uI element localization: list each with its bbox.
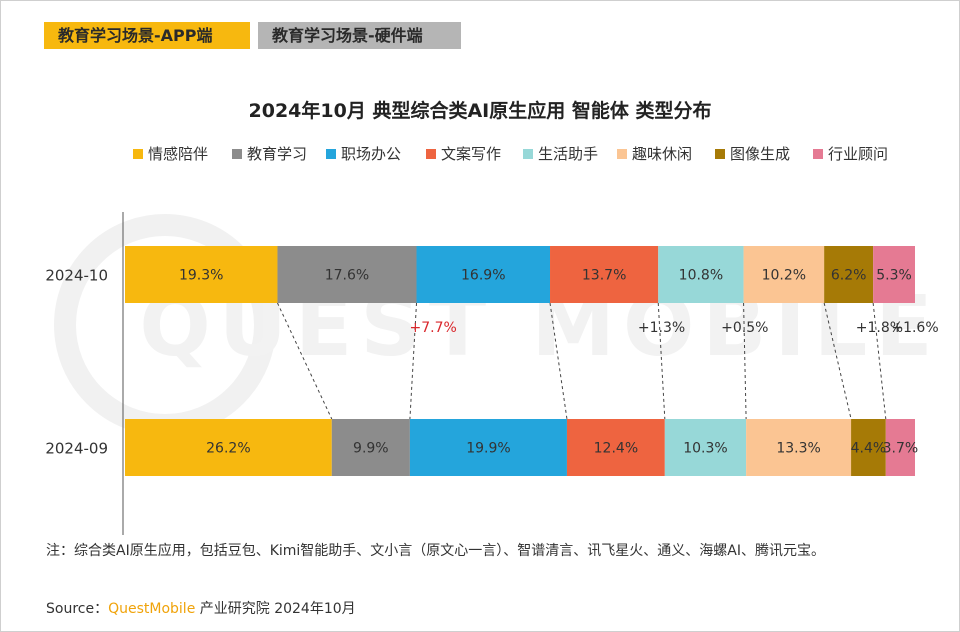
change-label-2: +7.7% bbox=[410, 320, 457, 336]
bar-2024-10-2 bbox=[277, 246, 417, 303]
chart-title: 2024年10月 典型综合类AI原生应用 智能体 类型分布 bbox=[248, 100, 712, 122]
category-label-2024-10: 2024-10 bbox=[45, 267, 108, 285]
legend-label-2: 教育学习 bbox=[247, 145, 308, 163]
chart-note: 注：综合类AI原生应用，包括豆包、Kimi智能助手、文小言（原文心一言）、智谱清… bbox=[46, 543, 826, 559]
connector-line-3 bbox=[549, 302, 568, 420]
connector-line-5 bbox=[743, 302, 747, 420]
bar-2024-09-4 bbox=[566, 419, 665, 476]
legend-label-1: 情感陪伴 bbox=[148, 145, 209, 163]
bar-label-2024-09-2: 9.9% bbox=[353, 441, 389, 457]
legend-label-6: 趣味休闲 bbox=[632, 145, 693, 163]
connector-line-4 bbox=[657, 302, 666, 420]
legend-label-4: 文案写作 bbox=[441, 145, 502, 163]
legend-item-8: 行业顾问 bbox=[813, 144, 888, 164]
bar-2024-09-6 bbox=[746, 419, 852, 476]
connector-line-2 bbox=[409, 302, 418, 420]
source-brand: QuestMobile bbox=[108, 601, 196, 617]
change-label-7: +1.8% bbox=[856, 320, 903, 336]
bar-2024-10-8 bbox=[873, 246, 915, 303]
legend-item-4: 文案写作 bbox=[426, 144, 501, 164]
bar-label-2024-09-7: 4.4% bbox=[851, 441, 887, 457]
chart-legend: 情感陪伴 教育学习 职场办公 文案写作 生活助手 趣味休闲 图像生成 行业顾问 bbox=[0, 144, 960, 166]
change-label-5: +0.5% bbox=[721, 320, 768, 336]
bar-label-2024-10-4: 13.7% bbox=[582, 268, 626, 284]
legend-swatch-5 bbox=[523, 149, 533, 159]
legend-swatch-4 bbox=[426, 149, 436, 159]
tab-education-hardware[interactable]: 教育学习场景-硬件端 bbox=[258, 22, 461, 49]
change-label-4: +1.3% bbox=[638, 320, 685, 336]
legend-item-5: 生活助手 bbox=[523, 144, 598, 164]
legend-item-1: 情感陪伴 bbox=[133, 144, 208, 164]
bar-2024-10-6 bbox=[743, 246, 825, 303]
legend-label-8: 行业顾问 bbox=[828, 145, 889, 163]
bar-label-2024-10-6: 10.2% bbox=[762, 268, 806, 284]
bar-label-2024-09-3: 19.9% bbox=[466, 441, 510, 457]
bar-2024-09-7 bbox=[851, 419, 886, 476]
legend-swatch-8 bbox=[813, 149, 823, 159]
bar-label-2024-10-8: 5.3% bbox=[876, 268, 912, 284]
legend-swatch-1 bbox=[133, 149, 143, 159]
source-prefix: Source： bbox=[46, 601, 109, 617]
bar-label-2024-09-5: 10.3% bbox=[683, 441, 727, 457]
legend-item-6: 趣味休闲 bbox=[617, 144, 692, 164]
tab-education-app[interactable]: 教育学习场景-APP端 bbox=[44, 22, 250, 49]
bar-2024-09-1 bbox=[125, 419, 332, 476]
bar-2024-09-3 bbox=[409, 419, 567, 476]
bar-2024-09-2 bbox=[331, 419, 410, 476]
bar-label-2024-09-1: 26.2% bbox=[206, 441, 250, 457]
legend-item-2: 教育学习 bbox=[232, 144, 307, 164]
bar-label-2024-09-4: 12.4% bbox=[594, 441, 638, 457]
change-label-8: +1.6% bbox=[891, 320, 938, 336]
bar-label-2024-10-3: 16.9% bbox=[461, 268, 505, 284]
bar-2024-09-5 bbox=[664, 419, 747, 476]
legend-swatch-7 bbox=[715, 149, 725, 159]
legend-item-7: 图像生成 bbox=[715, 144, 790, 164]
bar-label-2024-09-8: 3.7% bbox=[883, 441, 919, 457]
source-suffix: 产业研究院 2024年10月 bbox=[195, 601, 356, 617]
bar-2024-10-4 bbox=[550, 246, 659, 303]
bar-label-2024-09-6: 13.3% bbox=[776, 441, 820, 457]
legend-item-3: 职场办公 bbox=[326, 144, 401, 164]
legend-swatch-2 bbox=[232, 149, 242, 159]
bar-2024-10-3 bbox=[416, 246, 551, 303]
bar-label-2024-10-7: 6.2% bbox=[831, 268, 867, 284]
bar-2024-10-5 bbox=[658, 246, 744, 303]
legend-swatch-6 bbox=[617, 149, 627, 159]
category-label-2024-09: 2024-09 bbox=[45, 440, 108, 458]
bar-label-2024-10-2: 17.6% bbox=[325, 268, 369, 284]
legend-label-7: 图像生成 bbox=[730, 145, 791, 163]
bar-label-2024-10-5: 10.8% bbox=[679, 268, 723, 284]
connector-line-7 bbox=[872, 302, 887, 420]
bar-label-2024-10-1: 19.3% bbox=[179, 268, 223, 284]
legend-label-3: 职场办公 bbox=[341, 145, 402, 163]
source-line: Source：QuestMobile 产业研究院 2024年10月 bbox=[46, 598, 356, 618]
bar-2024-10-7 bbox=[824, 246, 874, 303]
bar-2024-10-1 bbox=[125, 246, 278, 303]
legend-swatch-3 bbox=[326, 149, 336, 159]
legend-label-5: 生活助手 bbox=[538, 145, 599, 163]
connector-line-6 bbox=[823, 302, 852, 420]
bar-2024-09-8 bbox=[885, 419, 915, 476]
